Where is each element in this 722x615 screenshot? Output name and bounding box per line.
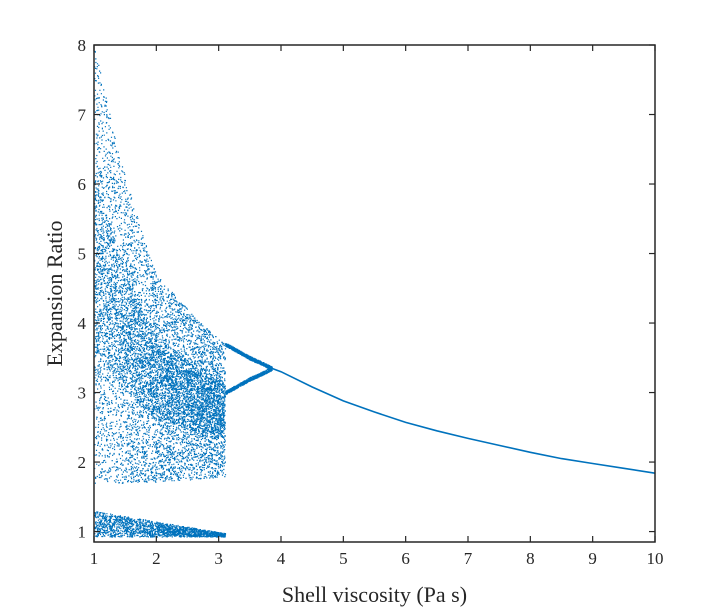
stable-branch-layer [271, 367, 656, 474]
x-tick-label: 6 [401, 549, 410, 568]
y-axis-label: Expansion Ratio [42, 220, 67, 366]
y-tick-label: 5 [78, 245, 87, 264]
y-tick-label: 2 [78, 453, 87, 472]
y-tick-label: 6 [78, 175, 87, 194]
y-tick-label: 7 [78, 106, 87, 125]
x-tick-label: 4 [277, 549, 286, 568]
y-tick-label: 1 [78, 523, 87, 542]
x-tick-label: 1 [90, 549, 99, 568]
y-axis-ticks: 1 2 3 4 5 6 7 8 [78, 36, 655, 542]
x-axis-label: Shell viscosity (Pa s) [282, 582, 467, 607]
x-tick-label: 2 [152, 549, 161, 568]
scatter-points-layer [94, 50, 273, 538]
x-tick-label: 8 [526, 549, 535, 568]
x-tick-label: 10 [647, 549, 664, 568]
y-tick-label: 8 [78, 36, 87, 55]
x-tick-label: 9 [588, 549, 597, 568]
chaotic-scatter-points [94, 50, 273, 538]
x-tick-label: 3 [214, 549, 223, 568]
y-tick-label: 3 [78, 384, 87, 403]
x-axis-ticks: 1 2 3 4 5 6 7 8 9 10 [90, 45, 664, 568]
x-tick-label: 5 [339, 549, 348, 568]
x-tick-label: 7 [464, 549, 473, 568]
y-tick-label: 4 [78, 314, 87, 333]
plot-frame [93, 44, 656, 543]
stable-branch-line [271, 367, 656, 474]
